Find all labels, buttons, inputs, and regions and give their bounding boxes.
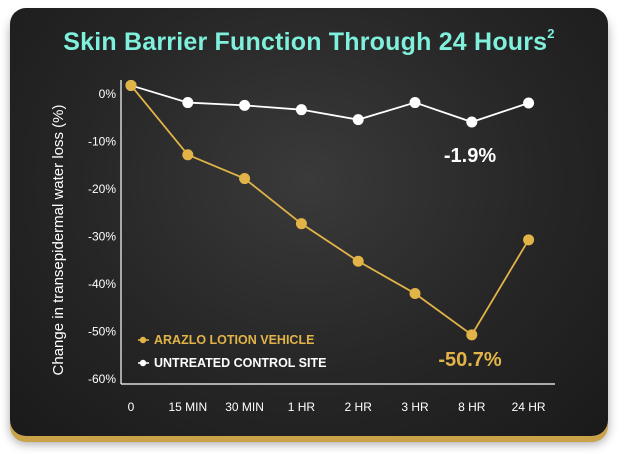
data-point (352, 255, 364, 267)
chart-card: Skin Barrier Function Through 24 Hours2 (10, 8, 608, 436)
data-label: -1.9% (444, 145, 496, 167)
data-point (239, 99, 251, 111)
data-point (466, 116, 478, 128)
data-point (239, 173, 251, 185)
x-tick-label: 30 MIN (225, 400, 264, 414)
x-tick-label: 0 (128, 400, 135, 414)
y-tick-label: 0% (99, 87, 117, 101)
x-tick-label: 15 MIN (168, 400, 207, 414)
data-point (466, 329, 478, 341)
data-point (409, 288, 421, 299)
data-point (409, 97, 421, 109)
title-footnote: 2 (547, 26, 555, 41)
data-point (523, 234, 535, 246)
data-point (295, 218, 307, 230)
data-point (523, 97, 535, 109)
series-line (130, 84, 529, 123)
legend-label: UNTREATED CONTROL SITE (154, 356, 326, 370)
y-axis-title: Change in transepidermal water loss (%) (50, 105, 67, 376)
data-label: -50.7% (438, 349, 502, 371)
x-tick-label: 8 HR (458, 400, 486, 414)
series-line (130, 84, 530, 337)
data-point (352, 114, 364, 126)
data-point (125, 79, 137, 91)
y-tick-label: -50% (88, 325, 116, 339)
y-tick-label: -30% (88, 230, 116, 244)
legend-label: ARAZLO LOTION VEHICLE (154, 333, 314, 347)
y-tick-label: -40% (88, 277, 116, 291)
chart-title: Skin Barrier Function Through 24 Hours2 (63, 26, 555, 56)
y-tick-label: -20% (88, 182, 116, 196)
data-point (295, 104, 307, 116)
x-tick-label: 2 HR (345, 400, 373, 414)
x-tick-label: 24 HR (512, 400, 546, 414)
y-tick-label: -10% (88, 135, 116, 149)
data-point (182, 149, 194, 161)
x-tick-label: 3 HR (401, 400, 429, 414)
y-tick-label: -60% (88, 372, 116, 386)
x-tick-label: 1 HR (288, 400, 316, 414)
data-point (182, 97, 194, 109)
